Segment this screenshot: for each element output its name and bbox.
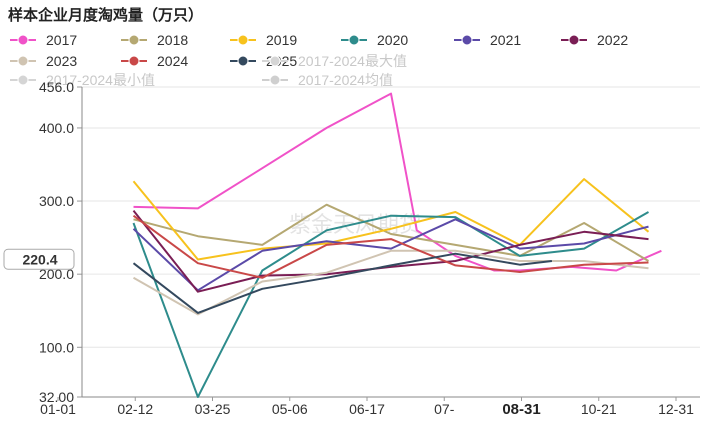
legend-marker-2017-2024最小值 xyxy=(17,74,29,86)
series-line-2022 xyxy=(132,209,649,293)
y-hover-value: 220.4 xyxy=(22,251,57,267)
legend-marker-2025 xyxy=(237,55,249,67)
x-tick-label-10-21: 10-21 xyxy=(581,401,617,417)
series-line-2019 xyxy=(132,178,650,261)
legend-label-2021: 2021 xyxy=(490,32,521,48)
series-line-2017 xyxy=(133,92,662,272)
y-tick-label-456.0: 456.0 xyxy=(39,79,74,95)
series-line-2020 xyxy=(132,211,649,398)
legend-label-2017: 2017 xyxy=(46,32,77,48)
x-tick-label-02-12: 02-12 xyxy=(117,401,153,417)
legend-marker-2018 xyxy=(128,34,140,46)
x-tick-label-12-31: 12-31 xyxy=(658,401,694,417)
legend-label-2020: 2020 xyxy=(377,32,408,48)
legend-marker-2017 xyxy=(17,34,29,46)
legend-label-2017-2024均值: 2017-2024均值 xyxy=(298,72,393,88)
series-line-2024 xyxy=(132,214,649,279)
y-hover-badge xyxy=(3,248,75,270)
legend-label-2024: 2024 xyxy=(157,53,188,69)
legend-marker-2017-2024均值 xyxy=(269,74,281,86)
legend-label-2017-2024最大值: 2017-2024最大值 xyxy=(298,53,407,69)
legend-label-2022: 2022 xyxy=(597,32,628,48)
x-tick-label-03-25: 03-25 xyxy=(195,401,231,417)
x-tick-label-07-: 07- xyxy=(434,401,455,417)
y-tick-label-32.00: 32.00 xyxy=(39,389,74,405)
y-tick-label-400.0: 400.0 xyxy=(39,120,74,136)
x-tick-label-01-01: 01-01 xyxy=(40,401,76,417)
x-tick-label-05-06: 05-06 xyxy=(272,401,308,417)
legend-marker-2021 xyxy=(461,34,473,46)
chart-title: 样本企业月度淘鸡量（万只） xyxy=(8,6,204,24)
legend-label-2019: 2019 xyxy=(266,32,297,48)
series-line-2021 xyxy=(132,218,649,292)
x-tick-label-06-17: 06-17 xyxy=(349,401,385,417)
legend-marker-2017-2024最大值 xyxy=(269,55,281,67)
y-tick-label-100.0: 100.0 xyxy=(39,339,74,355)
legend-label-2023: 2023 xyxy=(46,53,77,69)
legend-marker-2022 xyxy=(568,34,580,46)
y-tick-label-200.0: 200.0 xyxy=(39,266,74,282)
legend-marker-2024 xyxy=(128,55,140,67)
series-line-2018 xyxy=(133,203,650,262)
x-tick-label-08-31: 08-31 xyxy=(502,401,540,418)
legend-label-2018: 2018 xyxy=(157,32,188,48)
series-line-2025 xyxy=(132,252,553,314)
legend-label-2017-2024最小值: 2017-2024最小值 xyxy=(46,72,155,88)
y-tick-label-300.0: 300.0 xyxy=(39,193,74,209)
legend-marker-2020 xyxy=(348,34,360,46)
legend-marker-2023 xyxy=(17,55,29,67)
legend-marker-2019 xyxy=(237,34,249,46)
series-line-2023 xyxy=(133,249,649,316)
